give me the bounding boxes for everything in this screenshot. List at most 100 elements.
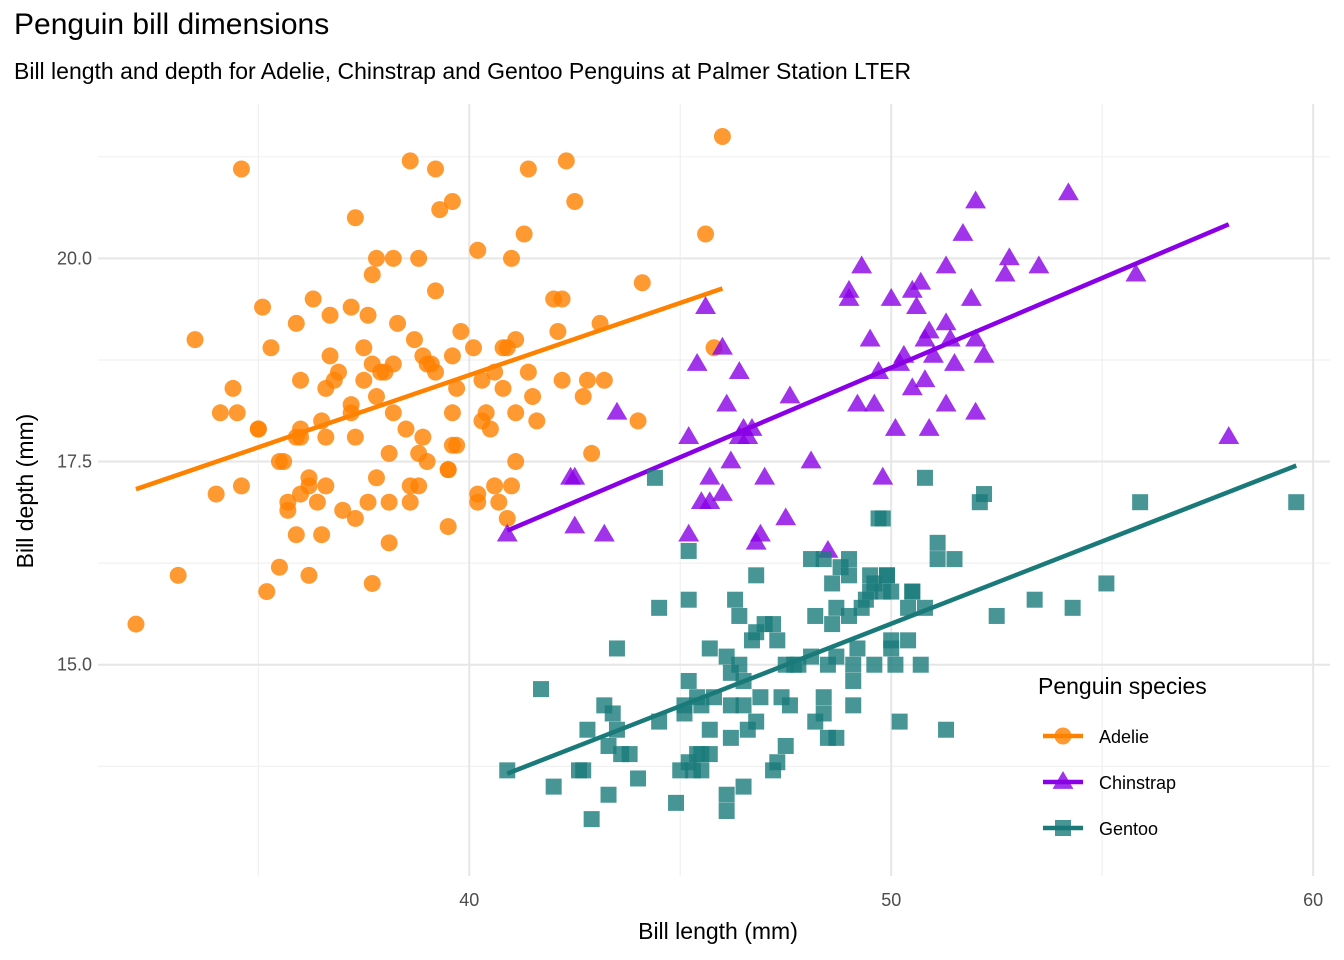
point-gentoo bbox=[815, 689, 832, 706]
point-adelie bbox=[431, 201, 449, 219]
point-gentoo bbox=[718, 648, 735, 665]
point-gentoo bbox=[845, 697, 862, 714]
point-adelie bbox=[367, 388, 385, 406]
point-adelie bbox=[232, 160, 250, 178]
point-adelie bbox=[427, 282, 445, 300]
point-adelie bbox=[389, 314, 407, 332]
point-adelie bbox=[713, 128, 731, 146]
point-adelie bbox=[498, 509, 516, 527]
point-adelie bbox=[127, 615, 145, 633]
point-adelie bbox=[380, 444, 398, 462]
point-adelie bbox=[384, 249, 402, 267]
point-gentoo bbox=[900, 632, 917, 649]
point-chinstrap bbox=[847, 393, 868, 412]
point-adelie bbox=[224, 379, 242, 397]
point-gentoo bbox=[575, 762, 592, 779]
point-adelie bbox=[321, 306, 339, 324]
point-gentoo bbox=[727, 591, 744, 608]
point-adelie bbox=[515, 225, 533, 243]
point-adelie bbox=[481, 420, 499, 438]
point-chinstrap bbox=[960, 288, 982, 306]
point-gentoo bbox=[545, 778, 562, 795]
point-chinstrap bbox=[910, 271, 932, 290]
point-gentoo bbox=[600, 786, 617, 803]
point-gentoo bbox=[499, 762, 516, 779]
point-adelie bbox=[486, 363, 504, 381]
point-chinstrap bbox=[868, 361, 889, 379]
point-gentoo bbox=[735, 672, 752, 689]
point-chinstrap bbox=[939, 328, 961, 347]
point-adelie bbox=[317, 477, 335, 495]
point-gentoo bbox=[583, 811, 600, 828]
point-gentoo bbox=[651, 599, 668, 616]
point-adelie bbox=[367, 249, 385, 267]
point-gentoo bbox=[912, 656, 929, 673]
point-adelie bbox=[363, 574, 381, 592]
point-chinstrap bbox=[965, 401, 987, 420]
point-gentoo bbox=[904, 583, 921, 600]
point-gentoo bbox=[874, 510, 891, 527]
point-adelie bbox=[549, 323, 567, 341]
point-adelie bbox=[359, 306, 377, 324]
point-chinstrap bbox=[779, 385, 801, 404]
point-chinstrap bbox=[711, 336, 733, 355]
y-tick-label: 20.0 bbox=[57, 248, 92, 268]
point-adelie bbox=[384, 404, 402, 422]
point-adelie bbox=[578, 371, 596, 389]
point-adelie bbox=[363, 266, 381, 284]
point-adelie bbox=[380, 493, 398, 511]
point-gentoo bbox=[803, 551, 820, 568]
point-chinstrap bbox=[564, 466, 586, 485]
point-chinstrap bbox=[994, 263, 1016, 282]
point-gentoo bbox=[878, 567, 895, 584]
point-adelie bbox=[519, 363, 537, 381]
point-gentoo bbox=[929, 534, 946, 551]
point-adelie bbox=[313, 412, 331, 430]
point-adelie bbox=[287, 314, 305, 332]
point-gentoo bbox=[1026, 591, 1043, 608]
point-adelie bbox=[355, 371, 373, 389]
point-chinstrap bbox=[935, 312, 957, 331]
point-gentoo bbox=[718, 802, 735, 819]
x-tick-label: 60 bbox=[1303, 890, 1323, 910]
point-adelie bbox=[418, 453, 436, 471]
point-gentoo bbox=[815, 551, 832, 568]
point-chinstrap bbox=[901, 377, 923, 396]
point-adelie bbox=[439, 518, 457, 536]
point-chinstrap bbox=[564, 515, 586, 534]
point-gentoo bbox=[722, 729, 739, 746]
point-chinstrap bbox=[678, 426, 700, 444]
point-adelie bbox=[452, 323, 470, 341]
point-adelie bbox=[448, 436, 466, 454]
point-adelie bbox=[465, 339, 483, 357]
point-chinstrap bbox=[1057, 182, 1079, 201]
point-adelie bbox=[410, 249, 428, 267]
point-gentoo bbox=[841, 567, 858, 584]
point-chinstrap bbox=[872, 466, 894, 485]
point-adelie bbox=[629, 412, 647, 430]
point-chinstrap bbox=[973, 344, 995, 363]
point-gentoo bbox=[646, 469, 663, 486]
point-gentoo bbox=[1132, 494, 1149, 511]
point-gentoo bbox=[676, 705, 693, 722]
point-gentoo bbox=[828, 648, 845, 665]
point-adelie bbox=[321, 347, 339, 365]
x-axis-ticks: 40 50 60 bbox=[459, 890, 1323, 910]
point-adelie bbox=[300, 566, 318, 584]
point-adelie bbox=[313, 526, 331, 544]
point-chinstrap bbox=[880, 288, 902, 306]
point-chinstrap bbox=[754, 466, 776, 485]
point-chinstrap bbox=[884, 418, 906, 436]
point-adelie bbox=[494, 379, 512, 397]
point-adelie bbox=[287, 526, 305, 544]
point-gentoo bbox=[701, 721, 718, 738]
y-axis-ticks: 15.0 17.5 20.0 bbox=[57, 248, 92, 674]
point-gentoo bbox=[866, 656, 883, 673]
point-chinstrap bbox=[952, 223, 974, 241]
point-adelie bbox=[275, 453, 293, 471]
legend-label-gentoo: Gentoo bbox=[1099, 819, 1158, 839]
point-gentoo bbox=[769, 632, 786, 649]
point-gentoo bbox=[579, 721, 596, 738]
point-adelie bbox=[292, 371, 310, 389]
point-adelie bbox=[292, 428, 310, 446]
